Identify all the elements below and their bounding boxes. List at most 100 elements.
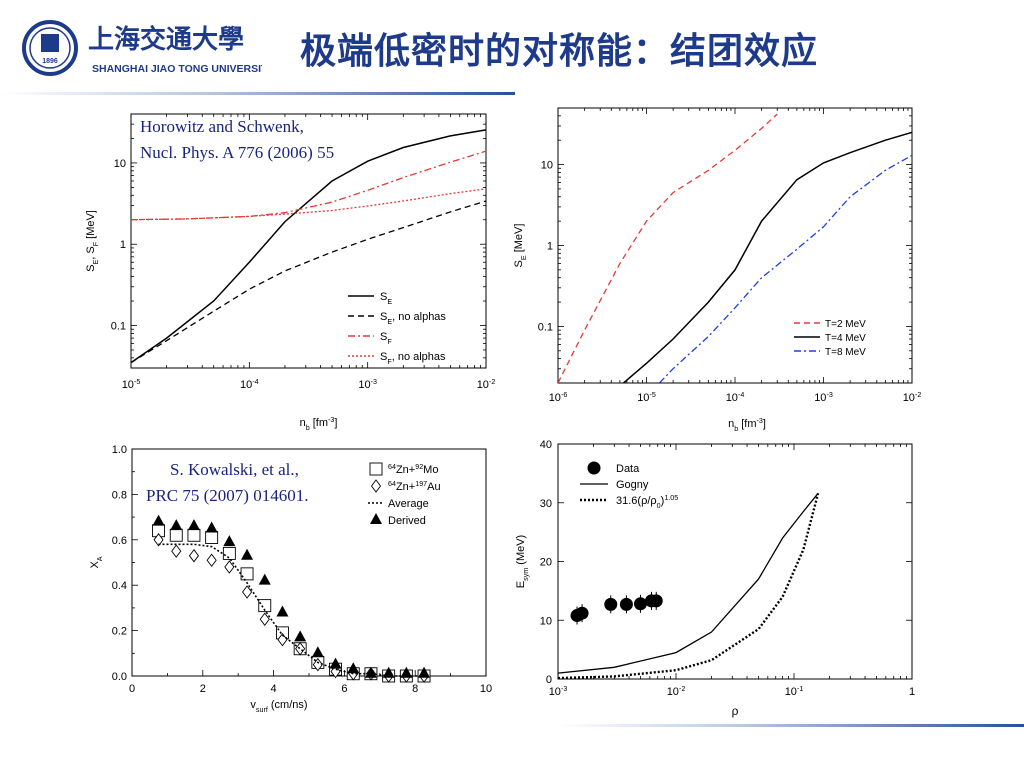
x-tick-label: 10-2 bbox=[667, 685, 686, 698]
data-point bbox=[575, 606, 589, 620]
x-tick-label: 10 bbox=[480, 683, 492, 695]
x-tick-label: 10-5 bbox=[122, 378, 141, 391]
x-axis-title: nb [fm-3] bbox=[728, 417, 766, 433]
x-tick-label: 10-5 bbox=[637, 391, 656, 404]
data-point bbox=[604, 597, 618, 611]
diamond-marker bbox=[171, 544, 182, 558]
triangle-marker bbox=[187, 519, 200, 531]
legend-label: SE, no alphas bbox=[380, 311, 446, 326]
data-point bbox=[649, 594, 663, 608]
y-tick-label: 0.8 bbox=[112, 489, 127, 501]
y-tick-label: 0.4 bbox=[112, 580, 127, 592]
citation-line: Horowitz and Schwenk, bbox=[140, 117, 304, 136]
x-tick-label: 10-2 bbox=[477, 378, 496, 391]
x-tick-label: 10-6 bbox=[549, 391, 568, 404]
x-tick-label: 10-2 bbox=[903, 391, 922, 404]
chart-panel-3: 0 2 4 6 8 10 0.0 0.2 0.4 0.6 0.8 1.0 vsurf (cm/ns) XA… bbox=[89, 444, 492, 714]
legend-label: Derived bbox=[388, 515, 426, 527]
y-tick-label: 0.0 bbox=[112, 671, 127, 683]
y-tick-label: 10 bbox=[540, 615, 552, 627]
legend-label: T=4 MeV bbox=[825, 333, 866, 344]
logo-year: 1896 bbox=[42, 58, 58, 65]
chart-panel-1: 10-5 10-4 10-3 10-2 0.1 1 10 nb [fm-3] SE, SF [M… bbox=[85, 113, 496, 432]
triangle-marker bbox=[223, 535, 236, 547]
triangle-marker bbox=[205, 521, 218, 533]
series-line-1 bbox=[557, 492, 820, 680]
series-line-1 bbox=[623, 131, 912, 383]
triangle-marker bbox=[364, 666, 377, 678]
x-axis-title: nb [fm-3] bbox=[300, 416, 338, 432]
diamond-marker bbox=[224, 560, 235, 574]
legend-swatch bbox=[370, 479, 382, 493]
logo-seal-emblem bbox=[41, 34, 59, 52]
y-axis-title: SE, SF [MeV] bbox=[85, 210, 100, 272]
triangle-marker bbox=[241, 548, 254, 560]
triangle-marker bbox=[170, 519, 183, 531]
legend-swatch bbox=[370, 513, 382, 524]
triangle-marker bbox=[400, 666, 413, 678]
logo-seal-outer bbox=[22, 20, 78, 76]
legend-label: Data bbox=[616, 463, 640, 475]
y-tick-label: 20 bbox=[540, 557, 552, 569]
logo-name-cn: 上海交通大學 bbox=[88, 24, 244, 54]
legend-label: SF bbox=[380, 331, 392, 346]
series-line-2 bbox=[658, 154, 912, 383]
x-tick-label: 2 bbox=[200, 683, 206, 695]
legend-label: SE bbox=[380, 291, 392, 306]
y-axis-title: XA bbox=[89, 556, 104, 568]
data-point bbox=[633, 597, 647, 611]
x-tick-label: 10-4 bbox=[726, 391, 745, 404]
legend-label: 64Zn+197Au bbox=[388, 480, 441, 493]
diamond-marker bbox=[312, 657, 323, 672]
y-tick-label: 40 bbox=[540, 440, 552, 451]
x-tick-label: 10-3 bbox=[814, 391, 833, 404]
y-tick-label: 0 bbox=[546, 674, 552, 686]
x-tick-label: 1 bbox=[909, 686, 915, 698]
legend-label: T=2 MeV bbox=[825, 319, 866, 330]
square-marker bbox=[240, 567, 254, 581]
triangle-marker bbox=[329, 657, 342, 669]
y-axis-title: Esym (MeV) bbox=[515, 535, 530, 588]
y-tick-label: 0.1 bbox=[538, 321, 553, 333]
square-marker bbox=[169, 528, 183, 542]
citation-line: PRC 75 (2007) 014601. bbox=[146, 486, 308, 505]
x-tick-label: 0 bbox=[129, 683, 135, 695]
y-tick-label: 10 bbox=[114, 158, 126, 170]
header-divider bbox=[0, 92, 515, 95]
x-axis-title: vsurf (cm/ns) bbox=[250, 699, 307, 714]
logo-seal-inner bbox=[29, 27, 71, 69]
legend-label: Gogny bbox=[616, 479, 649, 491]
triangle-marker bbox=[152, 514, 165, 526]
y-tick-label: 1 bbox=[547, 241, 553, 253]
series-line-0 bbox=[558, 113, 778, 383]
diamond-marker bbox=[241, 585, 253, 599]
chart-panel-2: 10-6 10-5 10-4 10-3 10-2 0.1 1 10 nb [fm-3] SE [M… bbox=[513, 107, 922, 433]
x-tick-label: 10-3 bbox=[549, 685, 568, 698]
y-tick-label: 1.0 bbox=[112, 444, 127, 456]
triangle-marker bbox=[311, 646, 324, 658]
square-marker bbox=[222, 546, 236, 560]
y-tick-label: 0.6 bbox=[112, 535, 127, 547]
series-line-3 bbox=[130, 188, 487, 221]
diamond-marker bbox=[188, 548, 200, 563]
triangle-marker bbox=[258, 573, 271, 585]
legend-label: SF, no alphas bbox=[380, 351, 446, 366]
y-tick-label: 1 bbox=[120, 239, 126, 251]
university-logo: 1896 上海交通大學 SHANGHAI JIAO TONG UNIVERSIT… bbox=[22, 18, 274, 80]
x-tick-label: 10-1 bbox=[785, 685, 804, 698]
x-tick-label: 6 bbox=[341, 683, 347, 695]
triangle-marker bbox=[382, 666, 395, 678]
triangle-marker bbox=[347, 662, 360, 674]
x-tick-label: 4 bbox=[271, 683, 277, 695]
diamond-marker bbox=[295, 642, 306, 656]
series-average-line bbox=[158, 543, 425, 677]
plot-frame bbox=[557, 443, 913, 680]
diamond-marker bbox=[259, 612, 270, 626]
y-tick-label: 30 bbox=[540, 498, 552, 510]
legend-label: T=8 MeV bbox=[825, 347, 866, 358]
legend-label: 64Zn+92Mo bbox=[388, 463, 438, 476]
diamond-marker bbox=[277, 632, 288, 647]
logo-name-en: SHANGHAI JIAO TONG UNIVERSITY bbox=[92, 63, 262, 75]
citation-line: Nucl. Phys. A 776 (2006) 55 bbox=[140, 143, 334, 162]
series-line-0 bbox=[130, 129, 487, 364]
